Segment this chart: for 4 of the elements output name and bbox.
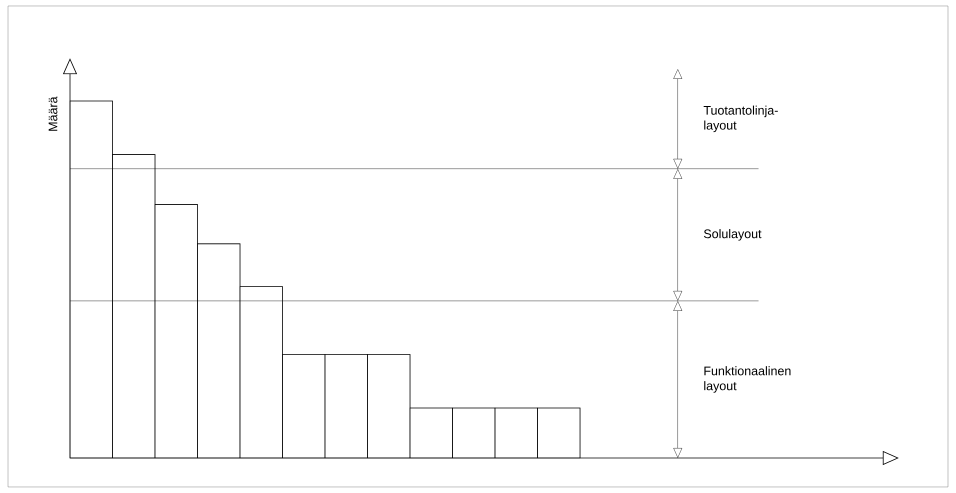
text: Funktionaalinen layout — [704, 366, 790, 393]
text: Solulayout — [704, 229, 762, 241]
text: Tuotantolinja-layout — [704, 106, 778, 132]
y-axis-title: Määrä — [48, 96, 58, 131]
